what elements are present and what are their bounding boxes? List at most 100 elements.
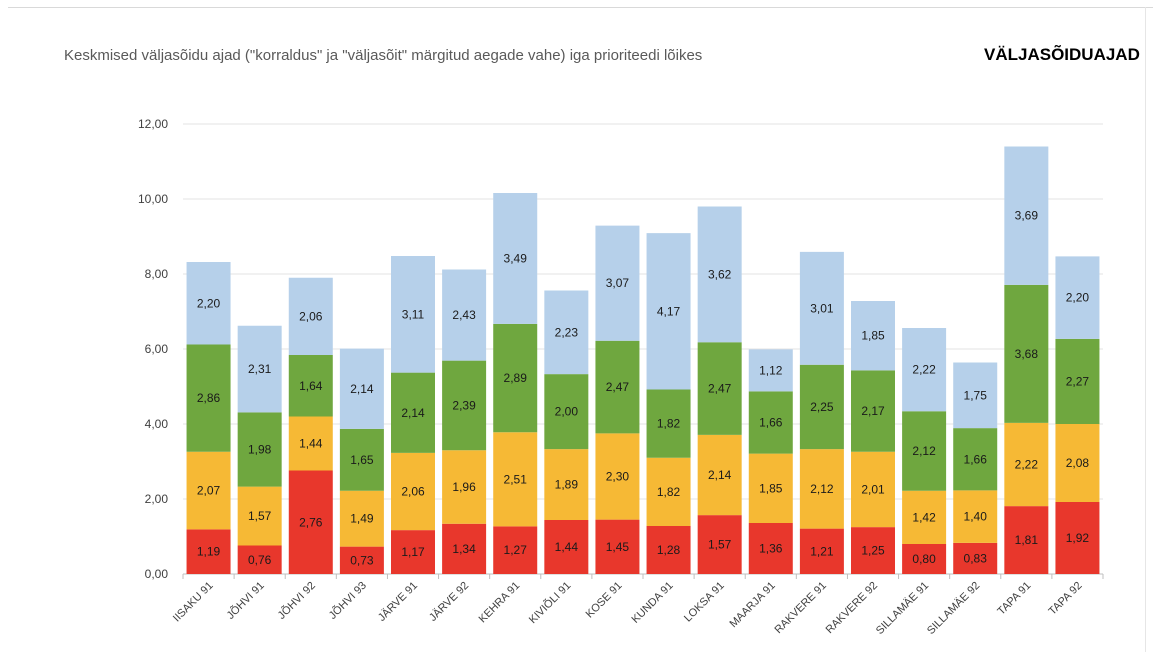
bar-segment	[288, 470, 333, 574]
bar-segment	[237, 486, 282, 546]
data-label: 1,40	[964, 510, 988, 524]
bars	[186, 146, 1100, 574]
bar-segment	[851, 527, 895, 574]
bar-segment	[339, 428, 384, 491]
bar-segment	[186, 262, 231, 345]
data-label: 1,49	[350, 512, 374, 526]
data-label: 2,22	[912, 363, 936, 377]
data-label: 1,44	[555, 540, 579, 554]
x-category-label: LOKSA 91	[682, 580, 727, 625]
data-label: 2,17	[861, 404, 885, 418]
bar-segment	[391, 452, 435, 531]
bar-segment	[595, 433, 640, 520]
data-label: 1,65	[350, 453, 374, 467]
data-label: 2,31	[248, 362, 272, 376]
data-label: 3,62	[708, 267, 732, 281]
data-label: 1,27	[504, 543, 528, 557]
bar-segment	[646, 526, 691, 574]
data-label: 1,82	[657, 417, 681, 431]
data-label: 1,85	[759, 481, 783, 495]
bar-segment	[1055, 502, 1100, 574]
bar-segment	[851, 451, 895, 528]
bar-segment	[493, 526, 538, 574]
bar-segment	[442, 269, 487, 361]
data-label: 2,27	[1066, 374, 1090, 388]
bar-segment	[902, 544, 947, 574]
data-label: 2,47	[708, 382, 732, 396]
data-label: 0,76	[248, 553, 272, 567]
x-axis: IISAKU 91 JÕHVI 91 JÕHVI 92 JÕHVI 93 JÄRVE 9…	[171, 574, 1104, 637]
bar-segment	[595, 519, 640, 574]
bar-segment	[697, 342, 742, 435]
data-label: 3,11	[402, 307, 425, 321]
data-labels: 1,19 2,07 2,86 2,20 0,76 1,57 1,98 2,31 2,76 1,44…	[197, 209, 1090, 568]
chart-subtitle: Keskmised väljasõidu ajad ("korraldus" j…	[64, 47, 703, 64]
data-label: 2,06	[299, 309, 323, 323]
data-label: 1,44	[299, 437, 323, 451]
data-label: 1,85	[861, 329, 885, 343]
y-tick-label: 2,00	[145, 492, 169, 506]
bar-segment	[799, 449, 844, 529]
data-label: 2,07	[197, 484, 221, 498]
data-label: 1,19	[197, 545, 221, 559]
data-label: 2,23	[555, 325, 579, 339]
data-label: 2,06	[401, 485, 425, 499]
data-label: 2,76	[299, 515, 323, 529]
data-label: 3,49	[504, 251, 528, 265]
y-tick-label: 0,00	[145, 567, 169, 581]
data-label: 3,68	[1015, 347, 1039, 361]
bar-segment	[1055, 424, 1100, 502]
bar-segment	[493, 432, 538, 527]
bar-segment	[288, 416, 333, 471]
bar-segment	[186, 344, 231, 452]
bar-segment	[544, 290, 589, 375]
x-category-label: KIVIÕLI 91	[526, 579, 573, 626]
bar-segment	[391, 372, 435, 453]
y-tick-label: 4,00	[145, 417, 169, 431]
x-category-label: KOSE 91	[584, 580, 625, 621]
bar-segment	[544, 449, 589, 520]
x-category-label: RAKVERE 91	[773, 580, 829, 636]
bar-segment	[851, 301, 895, 371]
data-label: 2,12	[810, 482, 834, 496]
bar-segment	[1004, 422, 1049, 507]
data-label: 1,81	[1015, 533, 1039, 547]
data-label: 1,96	[452, 480, 476, 494]
data-label: 4,17	[657, 304, 681, 318]
bar-segment	[391, 256, 435, 373]
data-label: 1,21	[810, 544, 834, 558]
bar-segment	[1004, 284, 1049, 423]
bar-segment	[902, 490, 947, 544]
data-label: 1,25	[861, 544, 885, 558]
bar-segment	[288, 277, 333, 355]
data-label: 2,01	[861, 482, 885, 496]
data-label: 1,34	[452, 542, 476, 556]
data-label: 1,36	[759, 542, 783, 556]
bar-segment	[1004, 146, 1049, 285]
data-label: 2,14	[401, 406, 425, 420]
data-label: 1,89	[555, 478, 579, 492]
x-category-label: KUNDA 91	[630, 580, 676, 626]
bar-segment	[493, 323, 538, 433]
data-label: 2,14	[350, 382, 374, 396]
bar-segment	[493, 193, 538, 324]
data-label: 3,07	[606, 276, 630, 290]
data-label: 2,30	[606, 470, 630, 484]
data-label: 1,64	[299, 379, 323, 393]
bar-segment	[697, 515, 742, 574]
bar-segment	[953, 428, 998, 491]
x-category-label: JÕHVI 93	[326, 579, 369, 622]
data-label: 1,12	[759, 363, 783, 377]
top-rule	[8, 7, 1153, 8]
x-category-label: TAPA 91	[995, 580, 1033, 618]
bar-segment	[442, 360, 487, 451]
bar-segment	[237, 545, 282, 574]
bar-segment	[339, 348, 384, 429]
data-label: 0,73	[350, 553, 374, 567]
x-category-label: IISAKU 91	[171, 580, 216, 625]
y-tick-label: 12,00	[138, 117, 168, 131]
x-category-label: MAARJA 91	[727, 580, 777, 630]
bar-segment	[646, 233, 691, 390]
x-category-label: RAKVERE 92	[824, 580, 880, 636]
